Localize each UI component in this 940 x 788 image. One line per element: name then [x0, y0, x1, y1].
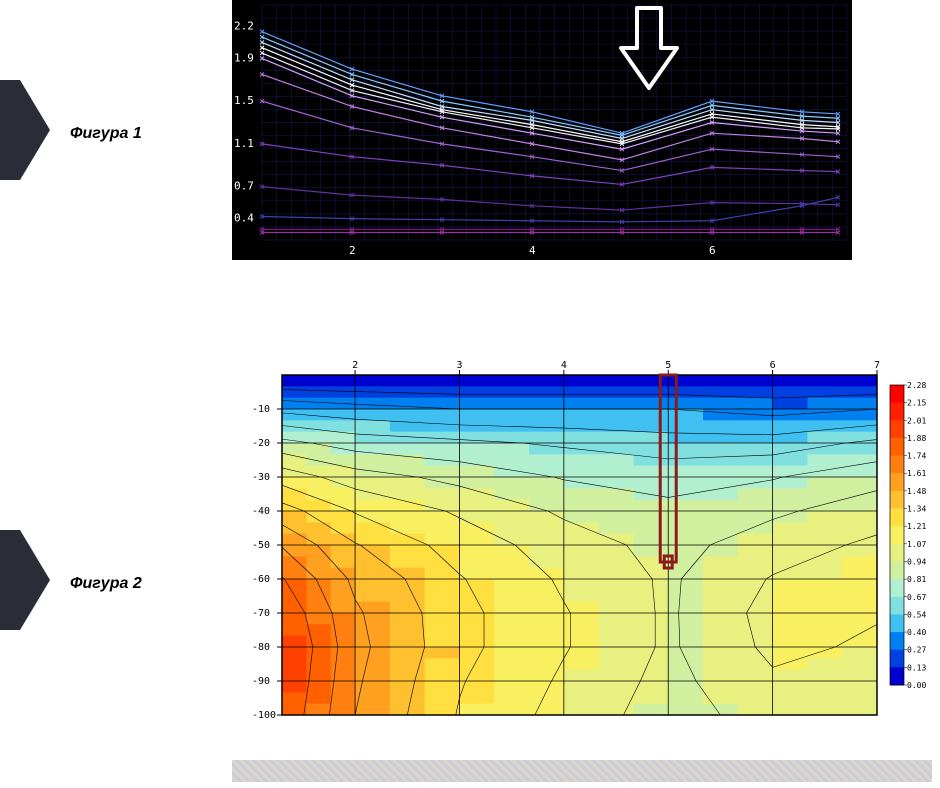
- svg-text:0.7: 0.7: [234, 180, 254, 193]
- contour-heatmap: 2 3 4 5 6 7 -10 -20 -30 -40 -50 -60 -70 -80 -90 -100 2.2…: [232, 355, 932, 725]
- svg-text:2: 2: [349, 244, 356, 257]
- svg-text:0.67: 0.67: [907, 593, 926, 602]
- svg-text:-60: -60: [252, 574, 270, 585]
- svg-text:6: 6: [770, 360, 776, 371]
- svg-text:2.15: 2.15: [907, 399, 926, 408]
- svg-text:-80: -80: [252, 642, 270, 653]
- svg-text:2: 2: [352, 360, 358, 371]
- svg-text:-20: -20: [252, 438, 270, 449]
- contour-heatmap-svg: 2 3 4 5 6 7 -10 -20 -30 -40 -50 -60 -70 -80 -90 -100 2.2…: [232, 355, 932, 725]
- svg-text:0.13: 0.13: [907, 663, 926, 672]
- svg-text:4: 4: [561, 360, 567, 371]
- arrow-decoration: [0, 80, 50, 180]
- svg-text:1.61: 1.61: [907, 469, 926, 478]
- svg-text:-100: -100: [252, 710, 276, 721]
- svg-text:1.48: 1.48: [907, 487, 926, 496]
- svg-text:-90: -90: [252, 676, 270, 687]
- svg-text:3: 3: [456, 360, 462, 371]
- svg-text:-40: -40: [252, 506, 270, 517]
- svg-text:2.28: 2.28: [907, 381, 926, 390]
- svg-text:1.34: 1.34: [907, 505, 926, 514]
- svg-text:-10: -10: [252, 404, 270, 415]
- svg-text:0.54: 0.54: [907, 610, 926, 619]
- svg-text:0.4: 0.4: [234, 212, 254, 225]
- figure-1-caption: Фигура 1: [70, 125, 142, 143]
- svg-text:-70: -70: [252, 608, 270, 619]
- svg-text:4: 4: [529, 244, 536, 257]
- svg-text:7: 7: [874, 360, 880, 371]
- noise-strip: [232, 760, 932, 782]
- svg-text:1.74: 1.74: [907, 452, 926, 461]
- svg-text:5: 5: [665, 360, 671, 371]
- svg-text:0.27: 0.27: [907, 646, 926, 655]
- svg-text:0.81: 0.81: [907, 575, 926, 584]
- svg-text:-50: -50: [252, 540, 270, 551]
- svg-text:6: 6: [709, 244, 716, 257]
- svg-text:2.01: 2.01: [907, 416, 926, 425]
- svg-text:1.07: 1.07: [907, 540, 926, 549]
- svg-text:1.21: 1.21: [907, 522, 926, 531]
- svg-text:2.2: 2.2: [234, 19, 254, 32]
- svg-text:1.5: 1.5: [234, 94, 254, 107]
- svg-text:1.1: 1.1: [234, 137, 254, 150]
- svg-text:0.40: 0.40: [907, 628, 926, 637]
- figure-1-label: Фигура 1: [0, 80, 120, 200]
- svg-text:1.88: 1.88: [907, 434, 926, 443]
- arrow-decoration: [0, 530, 50, 630]
- svg-text:0.00: 0.00: [907, 681, 926, 690]
- line-chart: 0.4 0.7 1.1 1.5 1.9 2.2 2 4 6: [232, 0, 852, 260]
- figure-2-caption: Фигура 2: [70, 575, 142, 593]
- svg-text:-30: -30: [252, 472, 270, 483]
- svg-text:1.9: 1.9: [234, 51, 254, 64]
- svg-text:0.94: 0.94: [907, 557, 926, 566]
- figure-2-label: Фигура 2: [0, 530, 120, 650]
- line-chart-svg: 0.4 0.7 1.1 1.5 1.9 2.2 2 4 6: [232, 0, 852, 260]
